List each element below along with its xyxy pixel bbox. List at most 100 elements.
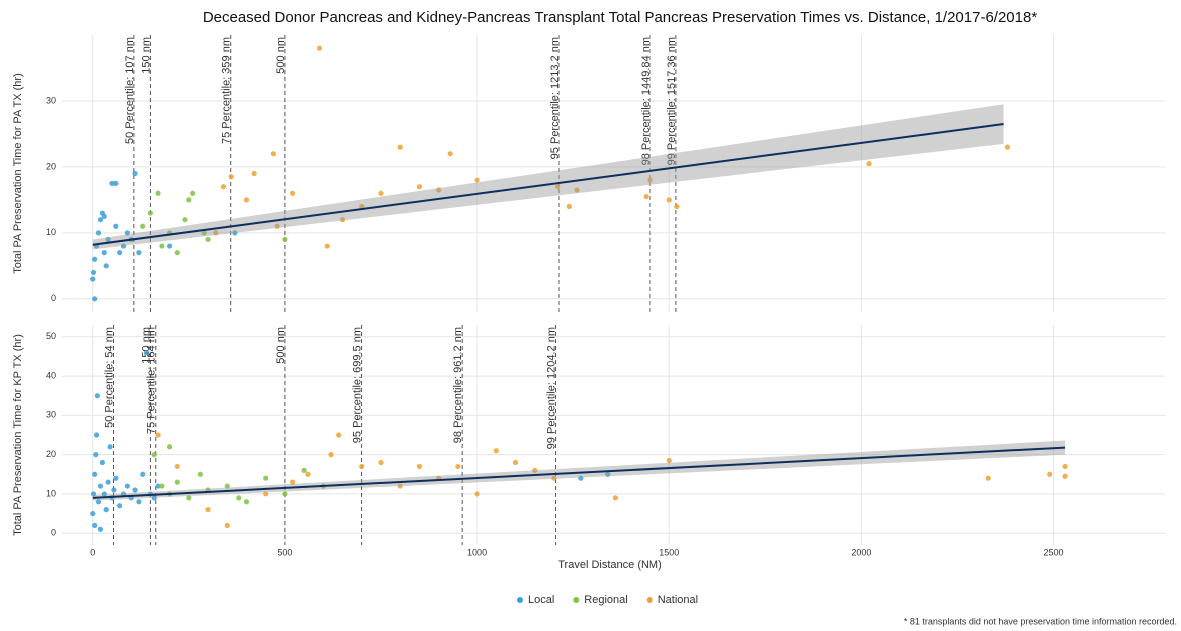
- data-point: [574, 187, 580, 193]
- data-point: [124, 483, 130, 489]
- data-point: [136, 499, 142, 505]
- data-point: [220, 184, 227, 190]
- confidence-band: [92, 104, 1004, 250]
- data-point: [1047, 471, 1053, 477]
- data-point: [305, 471, 311, 477]
- data-point: [147, 210, 153, 216]
- data-point: [167, 243, 173, 249]
- data-point: [474, 491, 480, 497]
- data-point: [474, 177, 480, 183]
- data-point: [90, 491, 97, 497]
- data-point: [397, 144, 403, 150]
- data-point: [1004, 144, 1011, 150]
- data-point: [578, 475, 584, 481]
- data-point: [447, 151, 453, 157]
- x-tick-label: 500: [277, 547, 292, 557]
- legend-label: Local: [528, 594, 554, 606]
- data-point: [92, 256, 98, 262]
- data-point: [155, 190, 161, 196]
- y-tick-label: 50: [46, 331, 56, 341]
- trend-line: [92, 446, 1066, 499]
- y-tick-label: 30: [46, 410, 56, 420]
- data-point: [101, 213, 107, 219]
- reference-label: 98 Percentile: 1449.84 nm: [640, 37, 652, 165]
- reference-label: 99 Percentile: 1204.2 nm: [545, 327, 557, 449]
- data-point: [228, 174, 234, 180]
- reference-label: 98 Percentile: 961.2 nm: [452, 327, 464, 443]
- data-point: [90, 510, 96, 517]
- data-point: [647, 177, 653, 183]
- data-point: [605, 471, 611, 477]
- data-point: [612, 495, 619, 501]
- data-point: [1062, 463, 1068, 470]
- data-point: [493, 448, 499, 454]
- data-point: [103, 507, 109, 513]
- y-tick-label: 0: [51, 293, 56, 303]
- data-point: [95, 499, 102, 505]
- data-point: [985, 475, 991, 481]
- x-tick-label: 0: [90, 547, 95, 557]
- data-point: [324, 243, 330, 249]
- data-point: [378, 190, 384, 196]
- data-point: [97, 217, 104, 223]
- data-point: [243, 197, 250, 203]
- legend-marker: [517, 597, 523, 603]
- data-point: [190, 190, 196, 196]
- reference-label: 99 Percentile: 1517.36 nm: [666, 37, 678, 165]
- y-tick-label: 30: [46, 95, 56, 105]
- data-point: [182, 217, 188, 223]
- data-point: [243, 499, 250, 505]
- data-point: [113, 180, 119, 186]
- data-point: [359, 203, 365, 210]
- y-tick-label: 40: [46, 370, 56, 380]
- reference-label: 500 nm: [275, 37, 287, 74]
- data-point: [101, 250, 107, 256]
- data-point: [201, 230, 207, 236]
- data-point: [186, 197, 192, 203]
- data-point: [111, 487, 117, 493]
- data-point: [105, 479, 111, 485]
- y-tick-label: 10: [46, 227, 56, 237]
- data-point: [416, 184, 423, 190]
- data-point: [124, 230, 130, 236]
- reference-label: 150 nm: [140, 327, 152, 364]
- reference-label: 150 nm: [140, 37, 152, 74]
- data-point: [224, 483, 230, 489]
- data-point: [97, 526, 104, 532]
- y-tick-label: 10: [46, 488, 56, 498]
- reference-label: 50 Percentile: 107 nm: [124, 37, 136, 144]
- x-tick-label: 1500: [659, 547, 679, 557]
- data-point: [167, 444, 173, 450]
- legend-label: National: [658, 594, 698, 606]
- data-point: [143, 349, 150, 356]
- data-point: [666, 197, 672, 203]
- data-point: [512, 459, 519, 466]
- x-axis-label: Travel Distance (NM): [558, 559, 662, 571]
- data-point: [205, 236, 211, 243]
- data-point: [140, 223, 146, 229]
- x-tick-label: 2500: [1044, 547, 1064, 557]
- data-point: [93, 452, 99, 458]
- data-point: [532, 467, 538, 473]
- data-point: [92, 522, 98, 528]
- data-point: [174, 479, 180, 485]
- data-point: [1062, 473, 1068, 479]
- data-point: [151, 495, 157, 501]
- trend-line: [92, 123, 1004, 246]
- data-point: [282, 491, 288, 497]
- data-point: [94, 393, 100, 399]
- x-tick-label: 1000: [467, 547, 487, 557]
- reference-label: 95 Percentile: 699.5 nm: [351, 327, 363, 443]
- data-point: [159, 483, 165, 489]
- legend-marker: [646, 597, 653, 603]
- data-point: [109, 180, 115, 186]
- data-point: [336, 432, 342, 438]
- data-point: [107, 444, 113, 450]
- legend-marker: [573, 597, 580, 603]
- data-point: [566, 203, 572, 210]
- data-point: [95, 230, 102, 236]
- data-point: [140, 471, 146, 477]
- reference-label: 75 Percentile: 359 nm: [221, 37, 233, 144]
- data-point: [666, 457, 672, 464]
